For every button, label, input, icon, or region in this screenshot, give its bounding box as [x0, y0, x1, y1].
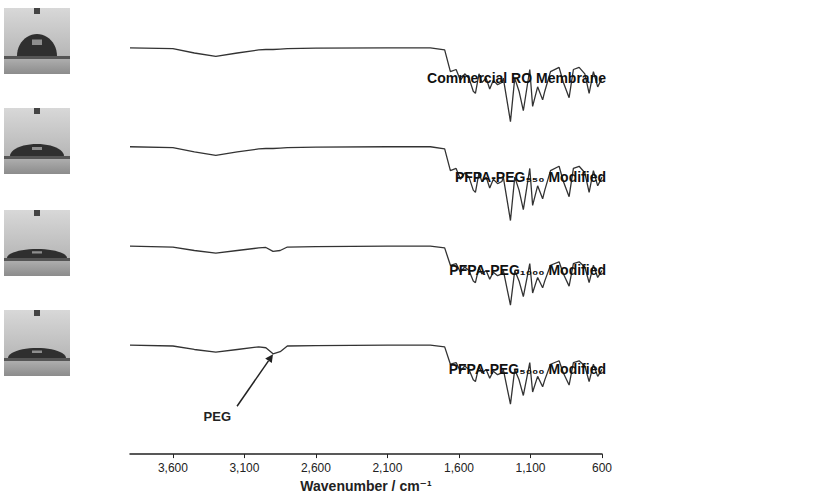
svg-text:600: 600: [592, 461, 612, 475]
svg-text:3,100: 3,100: [229, 461, 259, 475]
svg-text:Commercial RO Membrane: Commercial RO Membrane: [427, 70, 606, 86]
svg-text:PFPA-PEG₁₀₀₀ Modified: PFPA-PEG₁₀₀₀ Modified: [449, 262, 606, 278]
svg-text:PEG: PEG: [204, 409, 231, 424]
svg-text:Wavenumber / cm⁻¹: Wavenumber / cm⁻¹: [300, 478, 432, 494]
svg-text:PFPA-PEG₅₀₀₀ Modified: PFPA-PEG₅₀₀₀ Modified: [449, 361, 606, 377]
svg-text:2,100: 2,100: [372, 461, 402, 475]
svg-text:1,100: 1,100: [515, 461, 545, 475]
svg-text:3,600: 3,600: [158, 461, 188, 475]
svg-text:2,600: 2,600: [301, 461, 331, 475]
svg-text:1,600: 1,600: [444, 461, 474, 475]
svg-text:PFPA-PEG₅₅₀ Modified: PFPA-PEG₅₅₀ Modified: [455, 169, 606, 185]
